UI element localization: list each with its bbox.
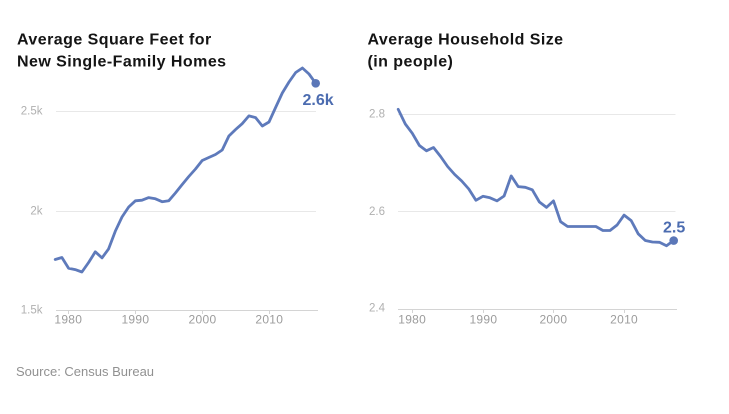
svg-text:Average Household Size: Average Household Size — [368, 32, 564, 49]
svg-text:2010: 2010 — [255, 313, 283, 327]
svg-text:2.8: 2.8 — [369, 109, 385, 121]
svg-text:2.4: 2.4 — [369, 303, 386, 315]
svg-text:1.5k: 1.5k — [21, 305, 43, 317]
svg-text:2.5: 2.5 — [663, 219, 685, 236]
svg-text:2.5k: 2.5k — [21, 106, 43, 118]
svg-text:2010: 2010 — [610, 313, 638, 327]
svg-text:2.6: 2.6 — [369, 206, 385, 218]
svg-text:1990: 1990 — [469, 313, 497, 327]
svg-text:1980: 1980 — [54, 313, 82, 327]
svg-text:2k: 2k — [30, 206, 42, 218]
svg-text:(in people): (in people) — [368, 54, 454, 71]
svg-text:2.6k: 2.6k — [303, 92, 334, 109]
svg-text:Source: Census Bureau: Source: Census Bureau — [16, 364, 154, 379]
svg-text:1990: 1990 — [121, 313, 149, 327]
svg-text:New Single-Family Homes: New Single-Family Homes — [17, 54, 227, 71]
svg-text:2000: 2000 — [189, 313, 217, 327]
svg-text:1980: 1980 — [398, 313, 426, 327]
svg-text:2000: 2000 — [539, 313, 567, 327]
svg-text:Average Square Feet for: Average Square Feet for — [17, 32, 212, 49]
